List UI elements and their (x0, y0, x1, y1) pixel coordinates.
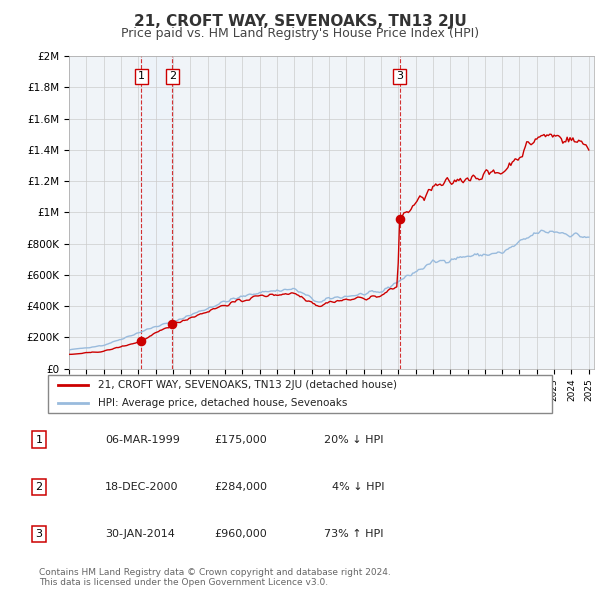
Text: 2: 2 (169, 71, 176, 81)
Text: 21, CROFT WAY, SEVENOAKS, TN13 2JU: 21, CROFT WAY, SEVENOAKS, TN13 2JU (134, 14, 466, 30)
FancyBboxPatch shape (48, 375, 552, 413)
Text: 1: 1 (35, 435, 43, 444)
Text: 73% ↑ HPI: 73% ↑ HPI (325, 529, 384, 539)
Text: This data is licensed under the Open Government Licence v3.0.: This data is licensed under the Open Gov… (39, 578, 328, 587)
Point (167, 320, 177, 329)
Bar (141, 56, 172, 369)
Text: Contains HM Land Registry data © Crown copyright and database right 2024.: Contains HM Land Registry data © Crown c… (39, 568, 391, 577)
Text: 30-JAN-2014: 30-JAN-2014 (105, 529, 175, 539)
Point (136, 337, 146, 346)
Text: £284,000: £284,000 (214, 482, 267, 491)
Text: 3: 3 (35, 529, 43, 539)
Text: 18-DEC-2000: 18-DEC-2000 (105, 482, 179, 491)
Text: £175,000: £175,000 (214, 435, 267, 444)
Text: Price paid vs. HM Land Registry's House Price Index (HPI): Price paid vs. HM Land Registry's House … (121, 27, 479, 40)
Text: £960,000: £960,000 (214, 529, 267, 539)
Text: 2: 2 (35, 482, 43, 491)
Text: HPI: Average price, detached house, Sevenoaks: HPI: Average price, detached house, Seve… (98, 398, 348, 408)
Text: 21, CROFT WAY, SEVENOAKS, TN13 2JU (detached house): 21, CROFT WAY, SEVENOAKS, TN13 2JU (deta… (98, 381, 397, 391)
Point (395, 214, 404, 224)
Text: 20% ↓ HPI: 20% ↓ HPI (325, 435, 384, 444)
Text: 3: 3 (396, 71, 403, 81)
Text: 06-MAR-1999: 06-MAR-1999 (105, 435, 180, 444)
Text: 1: 1 (138, 71, 145, 81)
Text: 4% ↓ HPI: 4% ↓ HPI (331, 482, 384, 491)
